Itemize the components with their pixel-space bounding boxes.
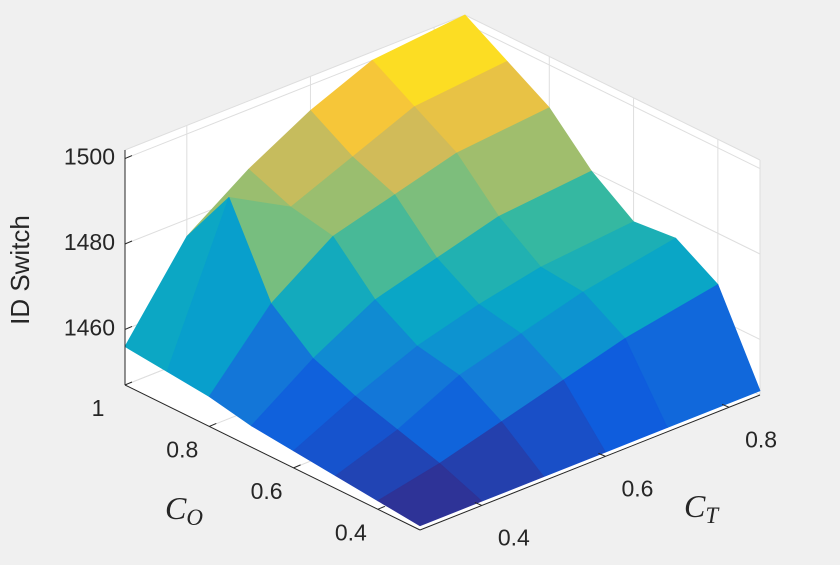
- x-axis-label-main: C: [684, 488, 706, 524]
- z-axis-label: ID Switch: [5, 215, 35, 325]
- y-tick: [124, 381, 133, 386]
- y-tick-label: 0.8: [166, 437, 198, 463]
- x-tick: [721, 403, 730, 408]
- axes: 1460 1480 1500 0.4 0.6 0.8 1 0.4 0.6 0.8: [64, 144, 777, 551]
- y-tick: [209, 422, 217, 427]
- x-tick: [474, 501, 483, 506]
- x-tick-label: 0.8: [745, 426, 777, 452]
- y-axis-label-main: C: [165, 490, 187, 526]
- x-axis-label-sub: T: [705, 503, 720, 528]
- z-tick-label: 1500: [64, 144, 115, 170]
- surface: [124, 14, 761, 527]
- y-tick: [377, 505, 386, 510]
- surface-patch: [377, 462, 483, 527]
- y-axis-label: CO: [165, 490, 203, 530]
- grid-line: [464, 23, 761, 169]
- y-axis-label-sub: O: [186, 505, 203, 530]
- z-tick-label: 1480: [64, 229, 115, 255]
- z-tick: [124, 240, 133, 245]
- x-tick-label: 0.4: [498, 525, 530, 551]
- x-tick: [598, 452, 606, 457]
- x-axis-line: [419, 394, 761, 531]
- y-axis-line: [124, 384, 421, 531]
- z-tick: [124, 325, 133, 330]
- box-edge: [464, 14, 761, 161]
- z-tick-label: 1460: [64, 315, 115, 341]
- box-edge: [124, 14, 466, 151]
- y-tick-label: 0.6: [251, 478, 283, 504]
- x-axis-label: CT: [684, 488, 720, 528]
- y-tick: [293, 464, 301, 469]
- z-tick: [124, 155, 133, 160]
- y-tick-label: 0.4: [335, 519, 367, 545]
- y-tick-label: 1: [92, 395, 105, 421]
- x-tick-label: 0.6: [621, 475, 653, 501]
